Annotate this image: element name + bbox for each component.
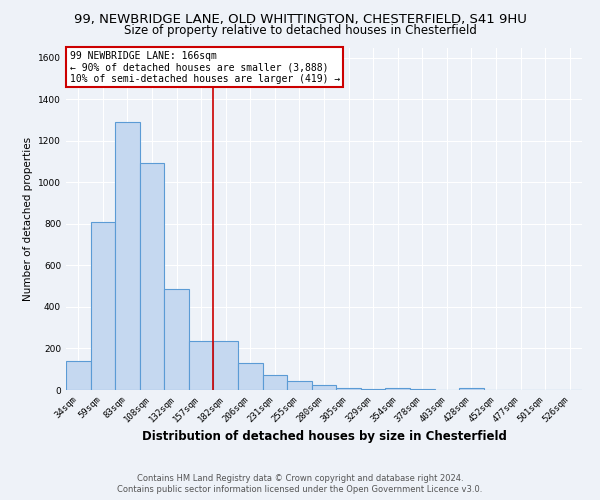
- Bar: [287, 382, 312, 390]
- Bar: [459, 388, 484, 390]
- Bar: [66, 361, 91, 390]
- Bar: [238, 363, 263, 390]
- Bar: [385, 388, 410, 390]
- Bar: [91, 222, 115, 390]
- Text: 99 NEWBRIDGE LANE: 166sqm
← 90% of detached houses are smaller (3,888)
10% of se: 99 NEWBRIDGE LANE: 166sqm ← 90% of detac…: [70, 50, 340, 84]
- Bar: [189, 341, 214, 390]
- Text: Size of property relative to detached houses in Chesterfield: Size of property relative to detached ho…: [124, 24, 476, 37]
- Bar: [336, 388, 361, 390]
- Bar: [115, 122, 140, 390]
- Text: Contains HM Land Registry data © Crown copyright and database right 2024.
Contai: Contains HM Land Registry data © Crown c…: [118, 474, 482, 494]
- Bar: [140, 162, 164, 390]
- Text: 99, NEWBRIDGE LANE, OLD WHITTINGTON, CHESTERFIELD, S41 9HU: 99, NEWBRIDGE LANE, OLD WHITTINGTON, CHE…: [74, 12, 526, 26]
- Y-axis label: Number of detached properties: Number of detached properties: [23, 136, 32, 301]
- Bar: [164, 289, 189, 390]
- Bar: [361, 389, 385, 390]
- X-axis label: Distribution of detached houses by size in Chesterfield: Distribution of detached houses by size …: [142, 430, 506, 442]
- Bar: [214, 341, 238, 390]
- Bar: [312, 386, 336, 390]
- Bar: [263, 376, 287, 390]
